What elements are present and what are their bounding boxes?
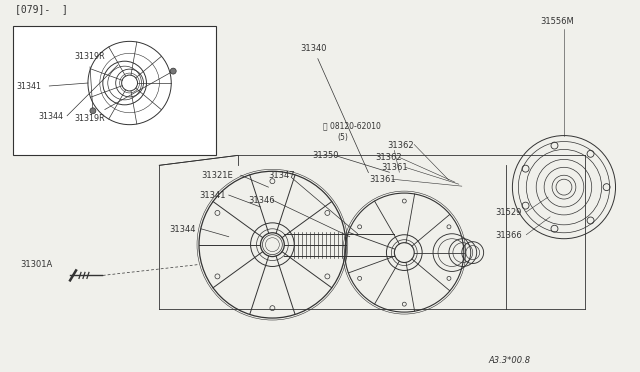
Circle shape (90, 108, 96, 114)
Text: 31362: 31362 (387, 141, 414, 150)
Text: 31341: 31341 (17, 82, 42, 91)
Bar (13, 26, 216, 155)
Text: 31347: 31347 (268, 171, 295, 180)
Text: 31301A: 31301A (20, 260, 52, 269)
Text: 31529: 31529 (495, 208, 522, 217)
Text: 31341: 31341 (199, 191, 225, 200)
Text: 31346: 31346 (248, 196, 275, 205)
Text: (5): (5) (338, 132, 349, 141)
Text: 31556M: 31556M (540, 16, 574, 26)
Text: 31344: 31344 (38, 112, 63, 121)
Text: 31344: 31344 (169, 225, 196, 234)
Text: [079]-  ]: [079]- ] (15, 4, 67, 14)
Text: 31350: 31350 (312, 151, 339, 160)
Text: 31361: 31361 (369, 175, 396, 184)
Text: 31319R: 31319R (74, 52, 105, 108)
Circle shape (170, 68, 176, 74)
Text: 31321E: 31321E (201, 171, 233, 180)
Text: 31340: 31340 (300, 44, 369, 173)
Text: 31366: 31366 (495, 231, 522, 240)
Text: 31319R: 31319R (74, 73, 171, 123)
Text: Ⓑ 08120-62010: Ⓑ 08120-62010 (323, 122, 381, 131)
Text: 31362: 31362 (376, 153, 402, 162)
Text: A3.3*00.8: A3.3*00.8 (488, 356, 531, 365)
Text: 31361: 31361 (381, 163, 408, 172)
